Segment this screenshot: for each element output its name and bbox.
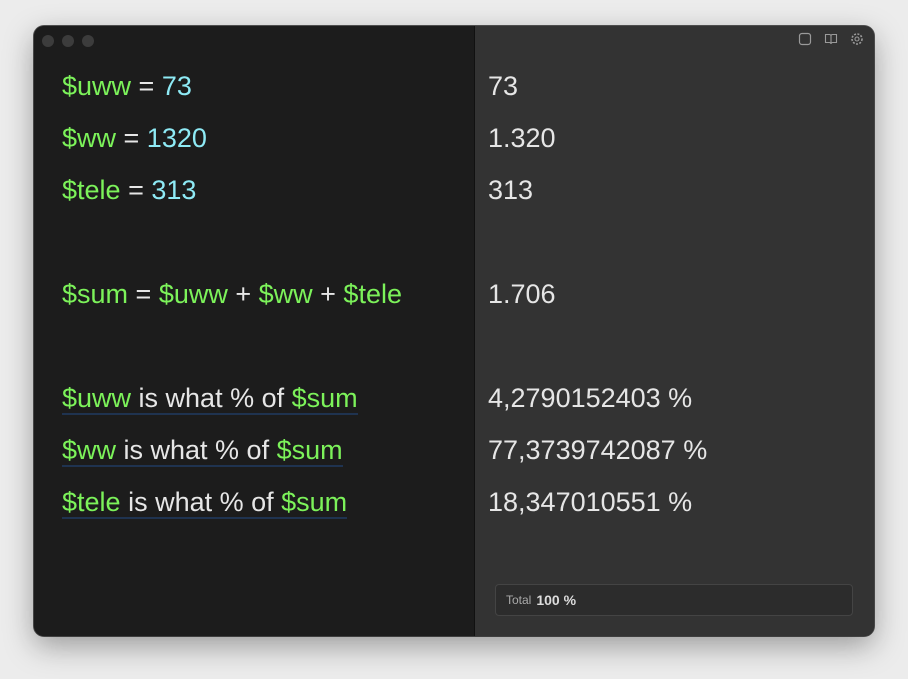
results-pane: 73 1.320 313 1.706 4,2790152403 % 77,37397420…: [474, 26, 874, 636]
variable-token: $tele: [343, 279, 402, 309]
sidebar-icon[interactable]: [798, 32, 812, 46]
text-token: is what % of: [116, 435, 277, 465]
expression: $tele is what % of $sum: [62, 487, 348, 519]
editor-line[interactable]: $ww is what % of $sum: [62, 430, 402, 482]
number-token: 313: [151, 175, 197, 205]
expression: $ww = 1320: [62, 123, 207, 153]
expression: $sum = $uww + $ww + $tele: [62, 279, 402, 309]
number-token: 1320: [146, 123, 207, 153]
editor-line[interactable]: $uww is what % of $sum: [62, 378, 402, 430]
variable-token: $ww: [62, 123, 117, 153]
editor-line[interactable]: $sum = $uww + $ww + $tele: [62, 274, 402, 326]
app-window: $uww = 73 $ww = 1320 $tele = 313 $sum = $uw…: [34, 26, 874, 636]
close-button[interactable]: [42, 35, 54, 47]
variable-token: $sum: [281, 487, 348, 517]
minimize-button[interactable]: [62, 35, 74, 47]
editor-pane[interactable]: $uww = 73 $ww = 1320 $tele = 313 $sum = $uw…: [34, 26, 474, 636]
text-token: is what % of: [120, 487, 282, 517]
expression: $tele = 313: [62, 175, 196, 205]
text-token: =: [120, 175, 152, 205]
editor-line[interactable]: $uww = 73: [62, 66, 402, 118]
total-label: Total: [506, 593, 532, 607]
text-token: +: [312, 279, 344, 309]
expression: $uww is what % of $sum: [62, 383, 358, 415]
variable-token: $uww: [62, 71, 132, 101]
variable-token: $uww: [158, 279, 228, 309]
number-token: 73: [161, 71, 192, 101]
result-value[interactable]: 1.706: [488, 279, 556, 309]
text-token: =: [116, 123, 147, 153]
toolbar: [798, 32, 864, 46]
gear-icon[interactable]: [850, 32, 864, 46]
variable-token: $tele: [62, 175, 121, 205]
result-value[interactable]: 313: [488, 175, 534, 205]
variable-token: $sum: [291, 383, 358, 413]
expression: $ww is what % of $sum: [62, 435, 343, 467]
variable-token: $ww: [258, 279, 313, 309]
book-icon[interactable]: [824, 32, 838, 46]
total-value: 100 %: [536, 592, 577, 608]
window-controls: [42, 35, 94, 47]
result-lines: 73 1.320 313 1.706 4,2790152403 % 77,37397420…: [488, 66, 707, 534]
text-token: is what % of: [131, 383, 292, 413]
editor-lines[interactable]: $uww = 73 $ww = 1320 $tele = 313 $sum = $uw…: [62, 66, 402, 534]
result-value[interactable]: 77,3739742087 %: [488, 435, 708, 465]
editor-line[interactable]: $ww = 1320: [62, 118, 402, 170]
total-bar[interactable]: Total 100 %: [495, 584, 853, 616]
text-token: =: [128, 279, 159, 309]
result-value[interactable]: 4,2790152403 %: [488, 383, 693, 413]
variable-token: $sum: [276, 435, 343, 465]
zoom-button[interactable]: [82, 35, 94, 47]
result-value[interactable]: 73: [488, 71, 519, 101]
result-value[interactable]: [488, 326, 707, 378]
variable-token: $uww: [62, 383, 132, 413]
variable-token: $tele: [62, 487, 121, 517]
editor-line[interactable]: [62, 326, 402, 378]
result-value[interactable]: 1.320: [488, 123, 556, 153]
text-token: =: [131, 71, 162, 101]
variable-token: $ww: [62, 435, 117, 465]
editor-line[interactable]: $tele = 313: [62, 170, 402, 222]
result-value[interactable]: 18,347010551 %: [488, 487, 693, 517]
editor-line[interactable]: [62, 222, 402, 274]
variable-token: $sum: [62, 279, 129, 309]
expression: $uww = 73: [62, 71, 192, 101]
result-value[interactable]: [488, 222, 707, 274]
editor-line[interactable]: $tele is what % of $sum: [62, 482, 402, 534]
text-token: +: [227, 279, 259, 309]
